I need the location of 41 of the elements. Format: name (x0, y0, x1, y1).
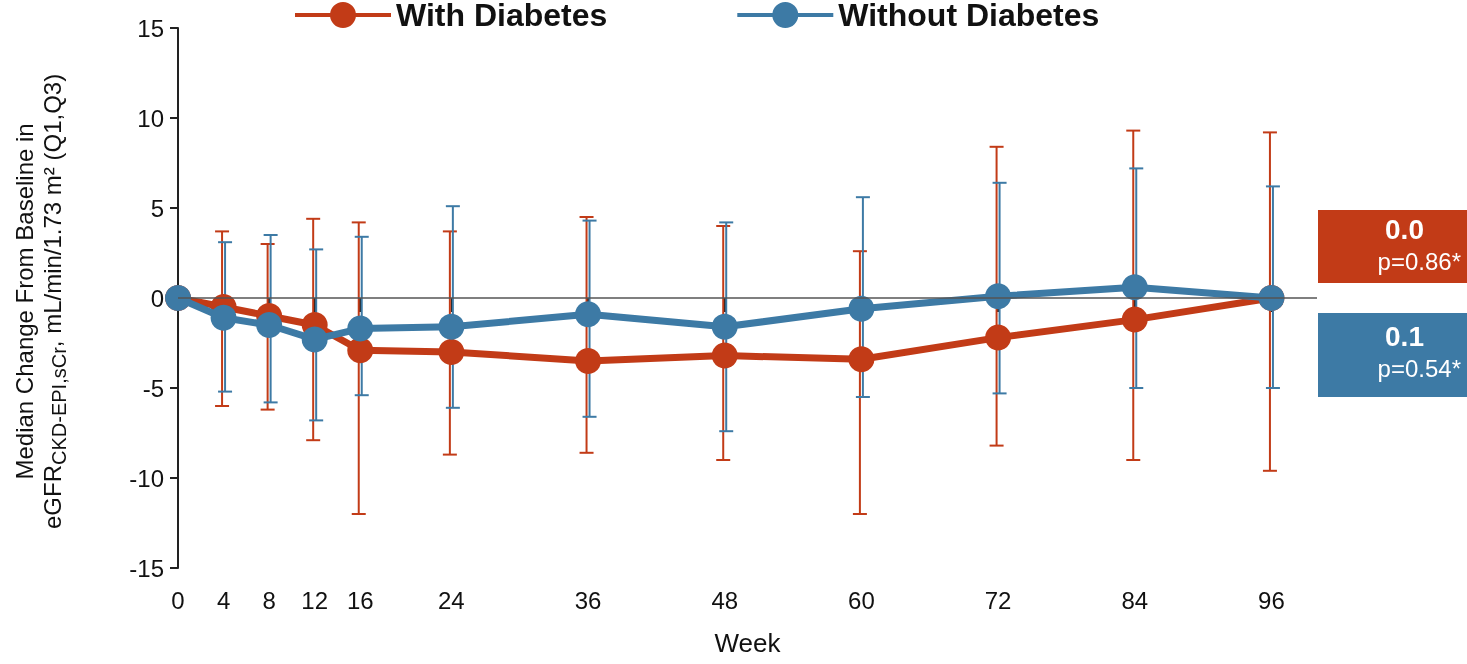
y-tick-label: 15 (137, 14, 164, 42)
point (210, 304, 237, 331)
x-tick-label: 0 (171, 586, 185, 614)
y-tick-label: -10 (129, 464, 164, 492)
point (347, 337, 374, 364)
y-tick-label: -15 (129, 554, 164, 582)
y-tick-label: -5 (142, 374, 164, 402)
y-tick-label: 0 (150, 284, 164, 312)
point (985, 283, 1012, 310)
point (347, 315, 374, 342)
point (848, 346, 875, 373)
x-tick-label: 48 (711, 586, 739, 614)
x-tick-label: 84 (1121, 586, 1149, 614)
legend-label: Without Diabetes (838, 0, 1100, 33)
x-tick-label: 8 (262, 586, 276, 614)
x-tick-label: 36 (574, 586, 602, 614)
x-tick-label: 96 (1258, 586, 1285, 614)
point (1121, 274, 1148, 301)
x-tick-label: 12 (301, 586, 329, 614)
x-tick-label: 4 (216, 586, 231, 614)
x-tick-label: 60 (848, 586, 875, 614)
point (985, 324, 1012, 351)
point (711, 313, 738, 340)
point (256, 312, 283, 338)
point (1121, 306, 1148, 333)
point (848, 295, 875, 322)
x-axis-title: Week (714, 628, 782, 658)
point (301, 326, 328, 353)
y-tick-label: 10 (137, 104, 164, 132)
point (438, 339, 465, 365)
point (575, 348, 602, 374)
text: 0.0 p=0.86* (1376, 214, 1461, 277)
legend-label: With Diabetes (396, 0, 608, 33)
text: 0.1 p=0.54* (1376, 321, 1461, 384)
y-tick-label: 5 (150, 194, 164, 222)
x-tick-label: 16 (346, 586, 374, 614)
point (575, 301, 602, 328)
point (438, 313, 465, 340)
point (711, 342, 738, 369)
x-tick-label: 24 (438, 586, 465, 614)
x-tick-label: 72 (984, 586, 1012, 614)
